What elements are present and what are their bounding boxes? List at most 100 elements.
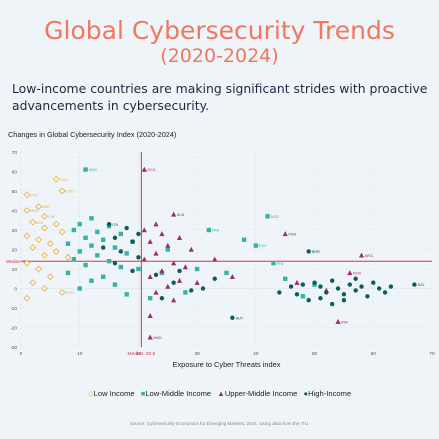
high-income-point — [124, 225, 129, 231]
upper-middle-income-point — [171, 260, 177, 266]
high-income-point — [294, 292, 300, 297]
low-income-point — [46, 240, 54, 248]
y-tick-label: 30 — [12, 228, 18, 234]
upper-middle-income-point — [171, 211, 177, 217]
low-income-point — [41, 285, 48, 292]
low-income-point — [23, 207, 31, 214]
low-income-point — [58, 228, 66, 236]
point-label: PHL — [277, 262, 284, 266]
upper-middle-income-point — [153, 221, 159, 227]
high-income-point — [365, 294, 370, 299]
low-income-point — [23, 259, 31, 267]
upper-middle-income-point — [294, 279, 300, 285]
high-income-point — [306, 249, 311, 254]
low-income-point — [41, 251, 48, 259]
upper-middle-income-point — [182, 264, 188, 270]
high-income-point — [171, 280, 176, 285]
low-middle-income-point — [83, 262, 88, 268]
high-income-point — [341, 292, 347, 297]
x-tick-label: 0 — [20, 351, 23, 357]
high-income-point — [324, 290, 329, 295]
low-income-point — [46, 273, 54, 281]
low-middle-income-point — [101, 274, 106, 279]
low-income-point — [64, 253, 72, 261]
low-middle-income-point — [112, 245, 118, 250]
low-income-point — [52, 248, 60, 255]
low-income-point — [23, 191, 31, 199]
x-axis-label: Exposure to Cyber Threats index — [173, 360, 281, 369]
y-tick-label: -20 — [10, 325, 17, 331]
point-label: BHR — [312, 250, 320, 254]
high-income-point — [347, 282, 352, 287]
upper-middle-income-point — [141, 227, 147, 233]
upper-middle-income-point — [347, 270, 353, 276]
high-income-point — [118, 249, 124, 254]
x-tick-label: 20 — [136, 351, 142, 357]
high-income-point — [200, 286, 206, 291]
low-middle-income-point — [300, 294, 306, 299]
high-income-point — [153, 272, 159, 278]
legend-upper-middle-income: ▲Upper-Middle Income — [217, 389, 298, 398]
low-income-point — [23, 232, 31, 240]
low-middle-income-point — [95, 229, 100, 235]
y-tick-label: 0 — [14, 286, 17, 292]
legend-low-income: ◇Low Income — [87, 389, 135, 398]
point-label: BGD — [271, 215, 279, 219]
low-middle-income-point — [65, 270, 71, 276]
low-middle-income-point — [89, 216, 94, 221]
high-income-point — [388, 284, 394, 289]
low-middle-income-point — [71, 227, 77, 233]
low-middle-income-point — [124, 292, 129, 297]
upper-middle-income-point — [165, 283, 171, 289]
high-income-point — [341, 298, 347, 303]
low-middle-income-point — [124, 251, 129, 256]
point-label: ETH — [30, 194, 38, 198]
page-title: Global Cybersecurity Trends — [44, 16, 395, 45]
high-income-point — [159, 296, 165, 301]
point-label: IRN — [341, 320, 348, 324]
circle-icon: ● — [303, 389, 309, 398]
high-income-point — [318, 296, 323, 301]
point-label: MKD — [89, 168, 98, 172]
triangle-icon: ▲ — [217, 389, 225, 398]
low-middle-income-point — [224, 270, 229, 276]
x-tick-label: 70 — [429, 351, 435, 357]
low-middle-income-point — [136, 266, 141, 272]
low-income-point — [29, 244, 37, 251]
y-tick-label: 50 — [12, 189, 18, 195]
point-label: PER — [288, 233, 296, 237]
high-income-point — [189, 288, 194, 293]
low-middle-income-point — [101, 237, 106, 242]
point-label: GIN — [48, 215, 55, 219]
high-income-point — [412, 282, 417, 287]
legend-low-middle-income: ■Low-Middle Income — [140, 389, 212, 398]
low-middle-income-point — [118, 231, 124, 237]
median-y-label: Median: 14 — [6, 259, 28, 264]
high-income-point — [112, 235, 118, 240]
upper-middle-income-point — [153, 250, 159, 256]
high-income-point — [318, 284, 323, 289]
upper-middle-income-point — [147, 313, 153, 318]
point-label: MKD — [153, 336, 162, 340]
high-income-point — [130, 239, 135, 244]
low-middle-income-point — [265, 214, 270, 219]
low-middle-income-point — [77, 286, 82, 291]
x-tick-label: 60 — [371, 351, 377, 357]
high-income-point — [177, 268, 182, 274]
low-income-point — [41, 224, 48, 232]
low-middle-income-point — [89, 243, 94, 248]
y-tick-label: -10 — [10, 306, 17, 312]
y-tick-label: -30 — [10, 345, 17, 351]
low-income-point — [58, 288, 66, 296]
low-income-point — [58, 187, 66, 195]
low-middle-income-point — [83, 167, 88, 172]
upper-middle-income-point — [212, 256, 218, 262]
high-income-point — [371, 280, 376, 285]
upper-middle-income-point — [147, 274, 153, 279]
high-income-point — [136, 231, 141, 237]
low-middle-income-point — [95, 253, 100, 258]
low-middle-income-point — [83, 235, 88, 240]
low-middle-income-point — [106, 259, 112, 264]
high-income-point — [306, 298, 311, 303]
